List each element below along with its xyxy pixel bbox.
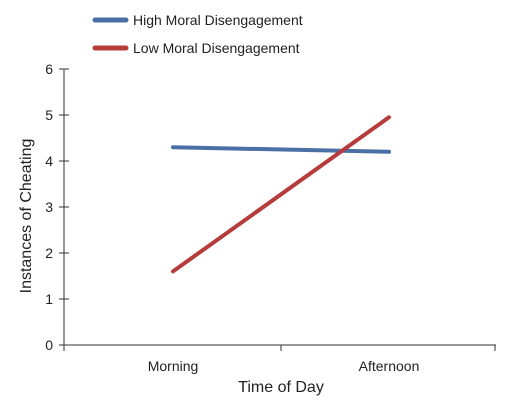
legend-label: Low Moral Disengagement	[133, 40, 300, 56]
legend: High Moral Disengagement Low Moral Diseng…	[92, 12, 303, 56]
y-tick-label: 4	[45, 153, 53, 169]
series-line	[171, 115, 391, 274]
axes	[63, 69, 496, 346]
x-axis-title: Time of Day	[238, 379, 324, 396]
x-tick-label: Afternoon	[359, 358, 420, 374]
series-line	[171, 145, 391, 154]
y-tick-label: 6	[45, 61, 53, 77]
legend-label: High Moral Disengagement	[133, 12, 303, 28]
y-ticks: 0 1 2 3 4 5 6	[45, 61, 69, 353]
y-tick-label: 0	[45, 337, 53, 353]
y-axis-title: Instances of Cheating	[18, 139, 35, 294]
x-tick-label: Morning	[148, 358, 199, 374]
y-tick-label: 2	[45, 245, 53, 261]
series-lines	[171, 115, 391, 274]
y-tick-label: 5	[45, 107, 53, 123]
y-tick-label: 3	[45, 199, 53, 215]
y-tick-label: 1	[45, 291, 53, 307]
x-ticks: Morning Afternoon	[63, 345, 496, 374]
